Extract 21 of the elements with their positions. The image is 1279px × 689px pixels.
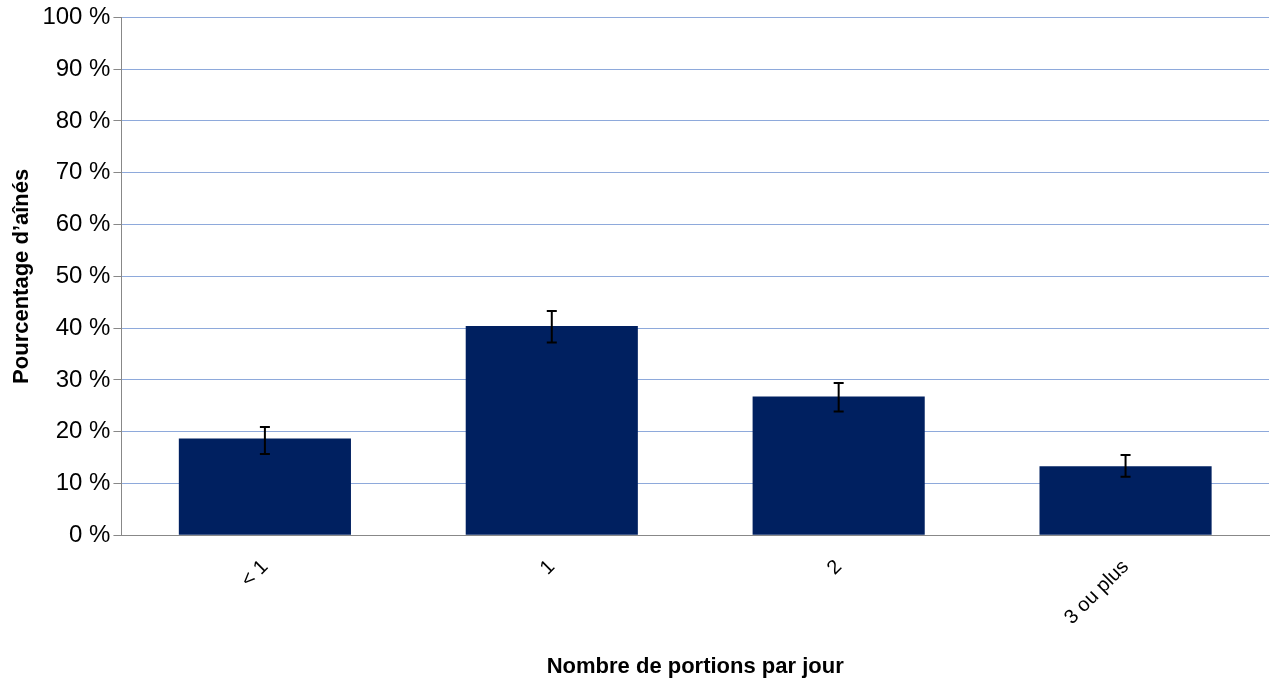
y-tick-label: 60 %	[55, 209, 111, 237]
y-tick-label: 30 %	[55, 364, 111, 392]
y-axis-title: Pourcentage d’aînés	[8, 168, 34, 384]
y-tick-label: 40 %	[55, 312, 111, 340]
bar	[1039, 466, 1212, 535]
bar	[465, 326, 638, 535]
x-tick-label: 2	[821, 554, 846, 579]
y-tick-label: 20 %	[55, 416, 111, 444]
y-tick-label: 70 %	[55, 157, 111, 185]
bar	[752, 396, 925, 535]
bar	[178, 438, 351, 535]
y-tick-label: 0 %	[69, 519, 111, 547]
x-axis-title: Nombre de portions par jour	[546, 652, 845, 678]
x-tick-label: < 1	[236, 554, 272, 591]
x-tick-label: 3 ou plus	[1059, 554, 1133, 628]
y-tick-label: 100 %	[42, 2, 111, 30]
y-tick-label: 90 %	[55, 53, 111, 81]
y-tick-label: 50 %	[55, 260, 111, 288]
y-tick-label: 10 %	[55, 468, 111, 496]
x-tick-label: 1	[535, 554, 559, 579]
y-tick-label: 80 %	[55, 105, 111, 133]
